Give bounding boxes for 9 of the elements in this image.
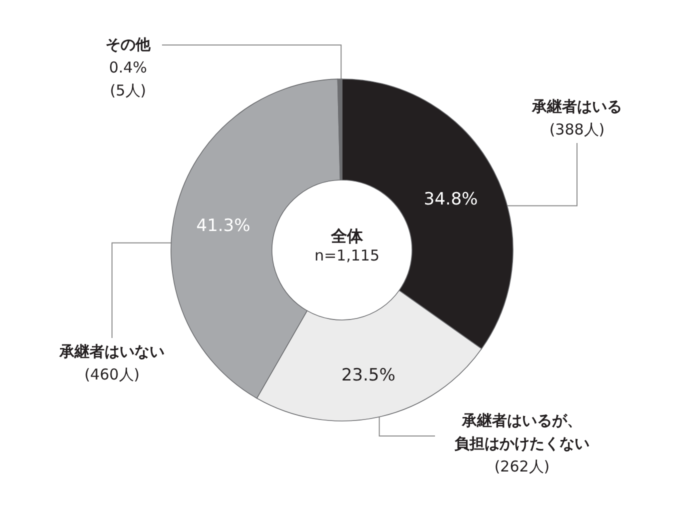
slice-label: その他 0.4% (5人) [106, 36, 152, 100]
data-label: 34.8% [424, 190, 478, 210]
slice-label: 承継者はいない (460人) [58, 342, 164, 384]
slice-label: 承継者はいるが、負担はかけたくない (262人) [454, 412, 590, 476]
text: n=1,115 [314, 246, 380, 264]
data-label: 41.3% [196, 216, 250, 236]
text: 全体 [330, 226, 364, 246]
slice-label: 承継者はいる (388人) [531, 98, 622, 138]
data-label: 23.5% [341, 366, 396, 386]
